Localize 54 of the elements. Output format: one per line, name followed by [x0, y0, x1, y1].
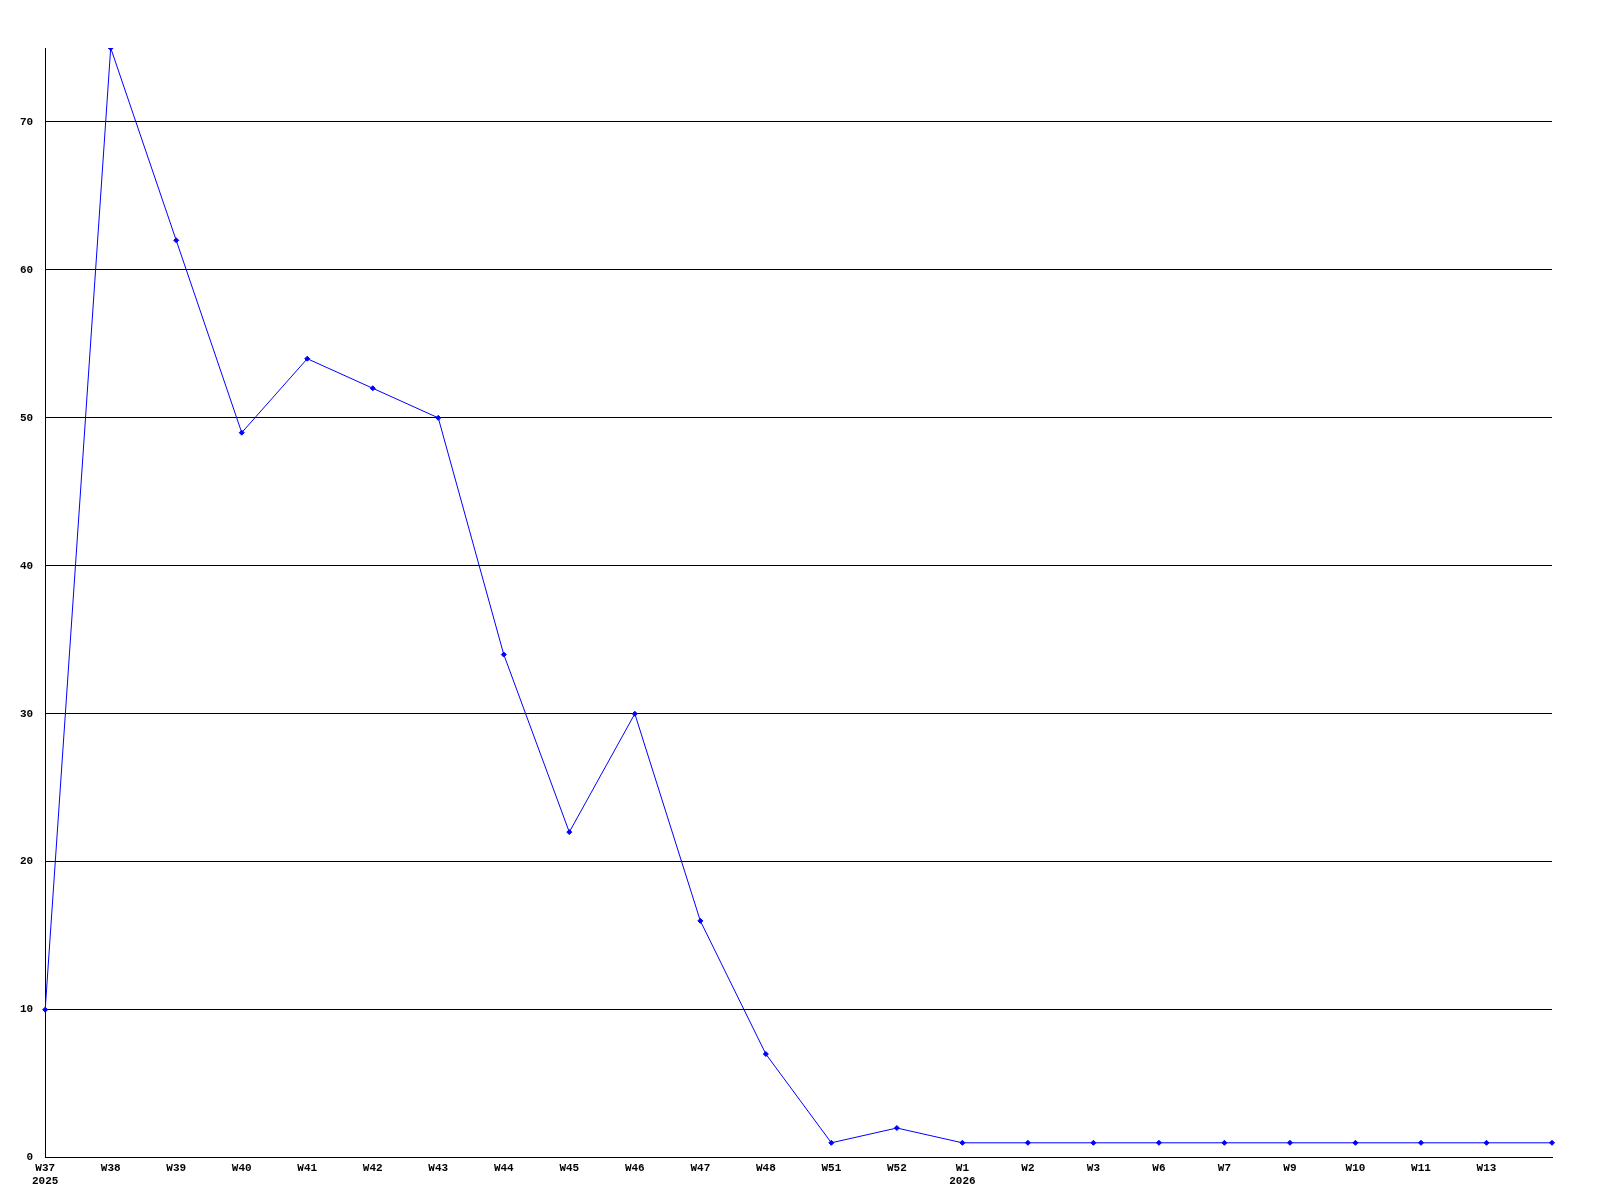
x-tick-label: W41: [297, 1161, 318, 1174]
point: [762, 1051, 769, 1058]
point: [42, 1006, 49, 1013]
point: [304, 355, 311, 362]
point: [238, 429, 245, 436]
point: [1286, 1139, 1293, 1146]
point: [959, 1139, 966, 1146]
point: [1483, 1139, 1490, 1146]
y-tick-label: 60: [20, 263, 34, 276]
point: [500, 651, 507, 658]
x-tick-label: W38: [100, 1161, 122, 1174]
point: [1549, 1139, 1555, 1146]
point: [1024, 1139, 1031, 1146]
x-tick-label: W7: [1217, 1161, 1232, 1174]
point: [173, 237, 180, 244]
point: [1221, 1139, 1228, 1146]
x-tick-label: W51: [821, 1161, 842, 1174]
x-tick-label: W6: [1152, 1161, 1166, 1174]
y-tick-label: 50: [20, 411, 34, 424]
x-tick-label: W40: [231, 1161, 252, 1174]
x-tick-label: W11: [1411, 1161, 1432, 1174]
x-tick-label: W2: [1021, 1161, 1035, 1174]
point: [1155, 1139, 1162, 1146]
point: [631, 710, 638, 717]
point: [566, 829, 573, 836]
point: [697, 917, 704, 924]
x-tick-label: W44: [493, 1161, 515, 1174]
point: [1352, 1139, 1359, 1146]
point: [435, 414, 442, 421]
y-tick-label: 10: [20, 1003, 34, 1016]
x-tick-label: W10: [1345, 1161, 1366, 1174]
x-tick-label: W3: [1086, 1161, 1101, 1174]
y-tick-label: 0: [26, 1151, 34, 1164]
y-tick-label: 30: [20, 707, 34, 720]
x-tick-label: W37 2025: [32, 1161, 59, 1188]
x-tick-label: W46: [624, 1161, 645, 1174]
y-tick-label: 70: [20, 115, 34, 128]
x-tick-label: W1 2026: [949, 1161, 976, 1188]
x-tick-label: W42: [362, 1161, 383, 1174]
x-tick-label: W9: [1283, 1161, 1297, 1174]
x-tick-label: W52: [886, 1161, 907, 1174]
y-tick-label: 20: [20, 855, 34, 868]
point: [1417, 1139, 1424, 1146]
x-tick-label: W47: [690, 1161, 711, 1174]
x-tick-label: W45: [559, 1161, 580, 1174]
point: [893, 1125, 900, 1132]
x-tick-label: W39: [166, 1161, 187, 1174]
point: [1090, 1139, 1097, 1146]
x-tick-label: W48: [755, 1161, 777, 1174]
y-tick-label: 40: [20, 559, 34, 572]
x-tick-label: W43: [428, 1161, 449, 1174]
point: [369, 385, 376, 392]
x-tick-label: W13: [1476, 1161, 1497, 1174]
point: [828, 1139, 835, 1146]
